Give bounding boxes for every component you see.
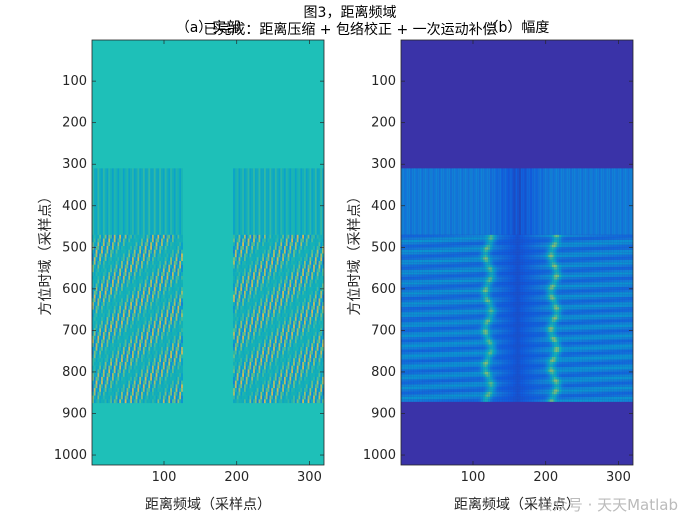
watermark: 公众号 · 天天Matlab [537, 496, 678, 514]
y-tick-label: 200 [62, 116, 87, 131]
panel-title: （a）实部 [176, 20, 241, 36]
figure-subtitle: 已完成：距离压缩 + 包络校正 + 一次运动补偿 [203, 22, 497, 38]
x-tick-label: 200 [533, 470, 558, 485]
y-tick-label: 200 [371, 116, 396, 131]
y-tick-label: 800 [371, 365, 396, 380]
signal-band-left [92, 168, 183, 404]
y-tick-label: 900 [62, 406, 87, 421]
figure-title: 图3，距离频域 [303, 5, 397, 21]
y-tick-label: 1000 [363, 448, 396, 463]
y-tick-label: 500 [62, 240, 87, 255]
y-axis-label: 方位时域（采样点） [347, 190, 363, 316]
x-tick-label: 300 [297, 470, 322, 485]
y-tick-label: 900 [371, 406, 396, 421]
y-tick-label: 400 [371, 199, 396, 214]
y-tick-label: 500 [371, 240, 396, 255]
y-tick-label: 800 [62, 365, 87, 380]
x-tick-label: 200 [224, 470, 249, 485]
y-tick-label: 600 [371, 282, 396, 297]
signal-amplitude [401, 168, 633, 402]
panel-a: 100 200 300 400 500 600 700 800 900 1000 100 200 300… [38, 20, 325, 513]
y-tick-label: 100 [62, 74, 87, 89]
x-tick-label: 100 [461, 470, 486, 485]
heatmap-image [401, 40, 633, 465]
y-tick-label: 600 [62, 282, 87, 297]
x-tick-label: 100 [152, 470, 177, 485]
y-tick-label: 100 [371, 74, 396, 89]
y-tick-label: 300 [62, 157, 87, 172]
y-tick-label: 400 [62, 199, 87, 214]
heatmap-image [92, 40, 324, 465]
axes-box [91, 39, 325, 466]
panel-b: 100 200 300 400 500 600 700 800 900 1000 100 200 300… [347, 20, 634, 513]
x-axis-label: 距离频域（采样点） [454, 496, 580, 513]
y-tick-label: 1000 [54, 448, 87, 463]
y-tick-label: 300 [371, 157, 396, 172]
signal-band-right [233, 168, 324, 404]
x-tick-label: 300 [606, 470, 631, 485]
x-axis-label: 距离频域（采样点） [145, 496, 271, 513]
y-axis-label: 方位时域（采样点） [38, 190, 54, 316]
axes-box [400, 39, 634, 466]
panel-title: （b）幅度 [485, 20, 550, 36]
y-tick-label: 700 [62, 323, 87, 338]
y-tick-label: 700 [371, 323, 396, 338]
